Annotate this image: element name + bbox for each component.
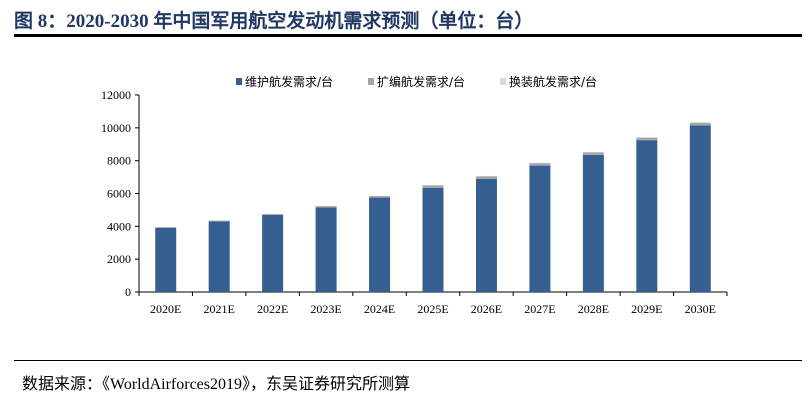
- x-tick-label: 2028E: [578, 302, 609, 316]
- bar-2027E: [529, 165, 551, 292]
- bar-2021E: [208, 220, 230, 222]
- footer-rule: [14, 360, 802, 361]
- bar-2030E: [689, 125, 711, 292]
- bar-2029E: [636, 140, 658, 292]
- x-tick-label: 2027E: [524, 302, 555, 316]
- x-tick-label: 2025E: [417, 302, 448, 316]
- bar-2020E: [155, 227, 177, 292]
- bar-2022E: [262, 214, 284, 292]
- legend-swatch: [500, 78, 506, 85]
- x-tick-label: 2021E: [204, 302, 235, 316]
- title-rule: [14, 34, 802, 37]
- legend-swatch: [236, 78, 242, 85]
- x-tick-label: 2026E: [471, 302, 502, 316]
- bar-2023E: [315, 206, 337, 208]
- bar-2029E: [636, 137, 658, 138]
- legend-label: 维护航发需求/台: [245, 74, 333, 89]
- x-tick-label: 2023E: [310, 302, 341, 316]
- source-note: 数据来源：《WorldAirforces2019》，东吴证券研究所测算: [22, 376, 411, 393]
- legend-label: 换装航发需求/台: [509, 74, 597, 89]
- bar-2028E: [582, 152, 604, 155]
- bar-2030E: [689, 122, 711, 123]
- y-tick-label: 0: [125, 285, 131, 299]
- x-tick-label: 2024E: [364, 302, 395, 316]
- bar-2024E: [369, 197, 391, 292]
- bar-2022E: [262, 214, 284, 215]
- bar-2028E: [582, 154, 604, 292]
- y-tick-label: 10000: [101, 121, 131, 135]
- bar-2030E: [689, 122, 711, 126]
- x-tick-label: 2029E: [631, 302, 662, 316]
- y-tick-label: 4000: [107, 219, 131, 233]
- bar-2020E: [155, 227, 177, 228]
- bar-2026E: [475, 178, 497, 292]
- figure-title: 图 8：2020-2030 年中国军用航空发动机需求预测（单位：台）: [14, 11, 534, 32]
- legend-label: 扩编航发需求/台: [377, 74, 465, 89]
- bar-2025E: [422, 187, 444, 292]
- y-tick-label: 8000: [107, 154, 131, 168]
- y-tick-label: 6000: [107, 187, 131, 201]
- x-tick-label: 2030E: [685, 302, 716, 316]
- x-tick-label: 2022E: [257, 302, 288, 316]
- x-tick-label: 2020E: [150, 302, 181, 316]
- bar-2027E: [529, 163, 551, 166]
- bar-2021E: [208, 221, 230, 292]
- y-tick-label: 12000: [101, 88, 131, 102]
- legend-swatch: [368, 78, 374, 85]
- bar-2026E: [475, 176, 497, 179]
- y-tick-label: 2000: [107, 252, 131, 266]
- bar-2023E: [315, 207, 337, 292]
- bar-2025E: [422, 185, 444, 188]
- bar-2024E: [369, 195, 391, 198]
- bar-2029E: [636, 137, 658, 141]
